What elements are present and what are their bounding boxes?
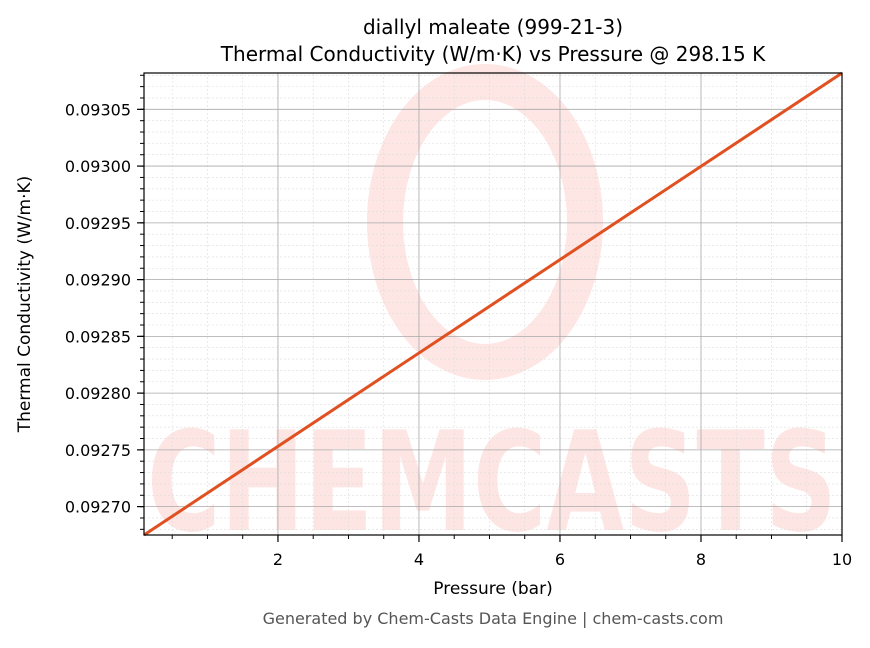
x-tick-label: 6 — [555, 550, 565, 569]
footer-text: Generated by Chem-Casts Data Engine | ch… — [263, 609, 724, 628]
y-tick-label: 0.09300 — [65, 157, 131, 176]
x-tick-label: 8 — [696, 550, 706, 569]
y-tick-label: 0.09295 — [65, 214, 131, 233]
y-tick-label: 0.09285 — [65, 327, 131, 346]
y-axis-label: Thermal Conductivity (W/m·K) — [15, 176, 35, 434]
x-tick-label: 2 — [273, 550, 283, 569]
y-tick-label: 0.09305 — [65, 100, 131, 119]
plot-frame — [143, 72, 843, 536]
y-tick-label: 0.09290 — [65, 271, 131, 290]
x-tick-label: 4 — [414, 550, 424, 569]
y-tick-label: 0.09275 — [65, 441, 131, 460]
chart-title: diallyl maleate (999-21-3) — [363, 15, 623, 39]
series-line — [143, 71, 843, 537]
svg-text:CHEMCASTS: CHEMCASTS — [147, 402, 837, 563]
x-axis-label: Pressure (bar) — [433, 579, 552, 599]
y-tick-label: 0.09280 — [65, 384, 131, 403]
x-tick-label: 10 — [832, 550, 852, 569]
chart-subtitle: Thermal Conductivity (W/m·K) vs Pressure… — [220, 42, 766, 66]
watermark-logo: CHEMCASTS — [147, 64, 837, 563]
y-tick-label: 0.09270 — [65, 498, 131, 517]
